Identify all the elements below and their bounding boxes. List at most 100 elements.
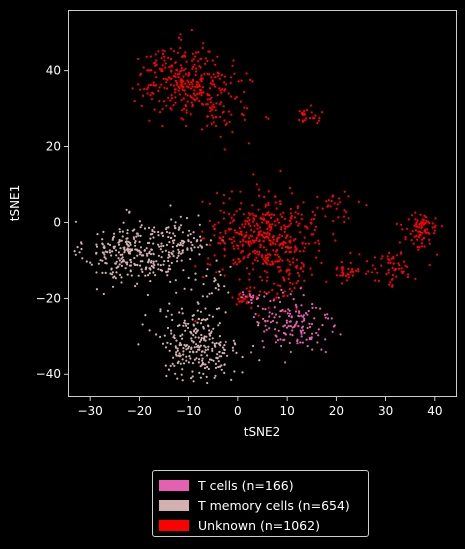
scatter-point-unknown [195,81,198,84]
scatter-point-t-memory-cells [167,235,170,239]
scatter-point-t-memory-cells [165,315,168,318]
scatter-point-unknown [247,142,250,145]
scatter-point-unknown [208,219,211,222]
scatter-point-unknown [395,222,398,225]
scatter-point-t-memory-cells [118,263,121,266]
scatter-point-unknown [392,257,395,260]
scatter-point-t-memory-cells [213,376,216,379]
scatter-point-unknown [278,244,281,247]
scatter-point-unknown [157,50,160,53]
scatter-point-unknown [303,236,306,239]
scatter-point-t-cells [274,313,278,316]
scatter-point-unknown [299,231,302,234]
scatter-point-t-memory-cells [182,242,185,245]
scatter-point-unknown [190,81,193,84]
scatter-point-unknown [223,148,226,151]
scatter-point-unknown [397,262,400,265]
scatter-point-unknown [223,75,226,78]
scatter-point-unknown [370,271,374,274]
scatter-point-t-cells [274,341,277,344]
scatter-point-unknown [235,210,238,213]
scatter-point-unknown [288,273,291,276]
scatter-point-t-memory-cells [173,364,176,367]
scatter-point-t-memory-cells [176,377,179,380]
scatter-point-t-cells [291,334,294,337]
scatter-point-unknown [251,239,254,242]
scatter-point-unknown [286,234,289,237]
scatter-point-t-cells [289,350,292,354]
scatter-point-t-cells [287,308,290,311]
scatter-point-unknown [170,69,173,72]
scatter-point-unknown [208,98,211,101]
scatter-point-t-memory-cells [148,267,151,270]
scatter-point-unknown [266,262,269,266]
scatter-point-unknown [155,76,158,79]
scatter-point-t-memory-cells [140,224,143,227]
scatter-point-unknown [215,271,218,274]
scatter-point-unknown [398,241,401,244]
scatter-point-t-memory-cells [217,324,220,327]
scatter-point-t-cells [308,322,311,325]
scatter-point-unknown [365,204,368,207]
scatter-point-unknown [416,245,419,249]
scatter-point-unknown [238,278,241,281]
scatter-point-t-memory-cells [139,264,142,267]
scatter-point-unknown [376,271,379,274]
scatter-point-t-memory-cells [217,307,221,310]
scatter-point-unknown [209,263,212,266]
scatter-point-unknown [234,261,237,264]
scatter-point-unknown [160,83,163,86]
scatter-point-t-cells [300,304,303,307]
scatter-point-t-memory-cells [137,274,140,277]
scatter-point-unknown [174,61,177,64]
scatter-point-unknown [230,113,233,116]
scatter-point-unknown [243,106,246,109]
scatter-point-t-memory-cells [217,365,220,369]
scatter-point-unknown [223,211,226,214]
scatter-point-t-memory-cells [89,261,92,264]
scatter-point-t-memory-cells [120,261,123,264]
scatter-point-unknown [291,282,294,285]
scatter-point-unknown [277,284,280,287]
scatter-point-unknown [298,274,301,277]
scatter-point-unknown [184,73,188,76]
scatter-point-unknown [241,238,245,242]
scatter-point-unknown [282,278,285,281]
scatter-point-t-memory-cells [252,344,255,348]
scatter-point-unknown [248,213,252,216]
scatter-point-unknown [302,201,305,204]
scatter-point-unknown [230,190,233,193]
scatter-point-t-memory-cells [178,355,181,358]
scatter-point-unknown [183,89,186,92]
scatter-point-unknown [389,281,392,284]
scatter-point-unknown [208,106,212,109]
scatter-point-unknown [271,263,275,266]
legend-item-t-memory-cells: T memory cells (n=654) [159,495,362,515]
scatter-point-t-memory-cells [121,230,124,233]
scatter-point-unknown [314,241,317,244]
scatter-point-unknown [192,92,195,95]
scatter-point-unknown [296,271,300,274]
scatter-point-unknown [299,250,302,253]
scatter-point-t-memory-cells [185,324,188,327]
scatter-point-unknown [419,231,422,234]
scatter-point-unknown [207,50,210,53]
scatter-point-unknown [419,213,422,216]
scatter-point-unknown [194,74,197,77]
scatter-point-unknown [293,216,297,219]
scatter-point-unknown [202,276,205,279]
scatter-point-t-memory-cells [128,210,131,213]
scatter-point-t-memory-cells [138,253,141,256]
scatter-point-t-memory-cells [120,276,123,279]
scatter-point-unknown [228,237,231,240]
scatter-point-unknown [174,79,177,83]
scatter-point-unknown [230,216,233,219]
scatter-point-unknown [244,220,247,223]
scatter-point-unknown [163,86,166,89]
scatter-point-t-cells [296,338,299,341]
scatter-point-t-cells [250,298,253,301]
scatter-point-unknown [219,135,222,138]
scatter-point-unknown [161,125,164,128]
scatter-point-unknown [295,282,298,285]
scatter-point-t-cells [311,348,314,351]
